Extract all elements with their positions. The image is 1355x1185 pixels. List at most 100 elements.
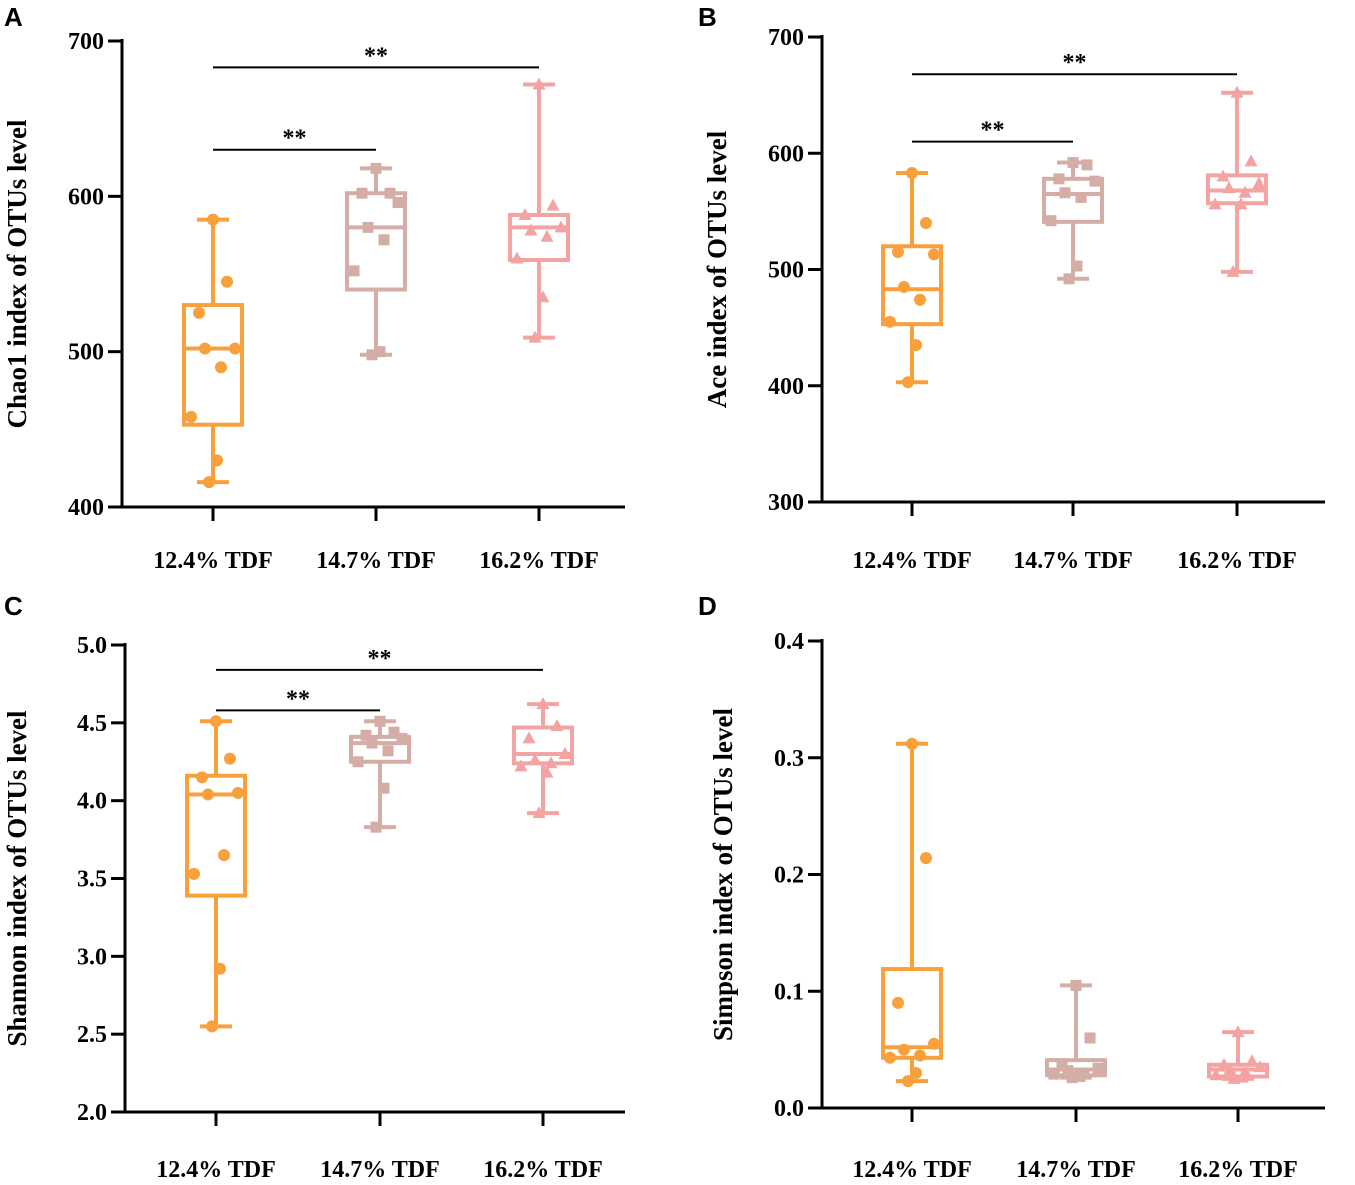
data-point <box>1056 1058 1068 1070</box>
data-point <box>1063 273 1075 285</box>
y-tick-label: 500 <box>68 340 104 366</box>
box-3 <box>508 77 570 343</box>
data-point <box>214 962 226 975</box>
y-tick-label: 3.5 <box>77 867 107 893</box>
data-point <box>388 726 400 738</box>
data-point <box>518 207 532 220</box>
data-point <box>1075 191 1087 203</box>
y-tick-label: 0.3 <box>774 746 804 772</box>
significance-label: ** <box>283 126 307 152</box>
iqr-box <box>185 773 247 898</box>
data-point <box>366 349 378 361</box>
significance-label: ** <box>981 118 1005 144</box>
box-3 <box>512 697 574 819</box>
data-point <box>1222 181 1236 194</box>
data-point <box>1092 1062 1104 1074</box>
data-point <box>348 265 360 277</box>
y-tick-label: 700 <box>68 29 104 55</box>
panel-d: D 0.0 0.1 0.2 0.3 0.4 12.4% TDF 14.7% TDF 16.2% … <box>698 591 1325 1183</box>
data-point <box>532 806 546 819</box>
box-1 <box>881 737 943 1088</box>
data-point <box>356 187 368 199</box>
iqr-box <box>349 734 411 764</box>
data-point <box>196 771 208 784</box>
box-2 <box>345 162 407 361</box>
box-1 <box>881 167 943 389</box>
box-1 <box>182 213 244 489</box>
y-tick-label: 400 <box>768 374 804 400</box>
data-point <box>1045 215 1057 227</box>
y-tick-label: 0.1 <box>774 979 804 1005</box>
data-point <box>1223 1062 1237 1075</box>
y-tick-label: 0.2 <box>774 863 804 889</box>
y-tick-label: 0.4 <box>774 629 804 655</box>
category-label: 14.7% TDF <box>316 548 436 574</box>
y-tick-label: 700 <box>768 25 804 51</box>
y-tick-label: 2.5 <box>77 1022 107 1048</box>
category-label: 12.4% TDF <box>153 548 273 574</box>
significance-label: ** <box>286 686 310 712</box>
iqr-box <box>1042 176 1104 224</box>
data-point <box>914 1049 926 1062</box>
data-point <box>1208 197 1222 210</box>
data-point <box>232 786 244 799</box>
data-point <box>1245 1054 1259 1067</box>
iqr-box <box>881 967 943 1060</box>
data-point <box>1227 1071 1241 1084</box>
data-point <box>514 759 528 772</box>
y-tick-label: 300 <box>768 490 804 516</box>
data-point <box>229 342 241 355</box>
data-point <box>1231 1025 1245 1038</box>
data-point <box>1066 1072 1078 1084</box>
data-point <box>206 1020 218 1033</box>
y-tick-label: 500 <box>768 258 804 284</box>
category-label: 16.2% TDF <box>483 1157 603 1183</box>
data-point <box>902 376 914 389</box>
data-point <box>522 731 536 744</box>
panel-letter: C <box>4 591 23 621</box>
y-tick-label: 5.0 <box>77 633 107 659</box>
panel-letter: A <box>4 2 23 32</box>
iqr-box <box>345 191 407 292</box>
panel-c: C 2.0 2.5 3.0 3.5 4.0 4.5 5.0 12.4% TDF 14.7% TDF… <box>2 591 625 1183</box>
significance-label: ** <box>368 646 392 672</box>
y-tick-label: 600 <box>768 141 804 167</box>
category-label: 12.4% TDF <box>852 1157 972 1183</box>
data-point <box>211 454 223 467</box>
data-point <box>1244 154 1258 167</box>
data-point <box>528 330 542 343</box>
data-point <box>360 729 372 741</box>
data-point <box>524 223 538 236</box>
data-point <box>392 197 404 209</box>
data-point <box>546 198 560 211</box>
data-point <box>1209 1068 1223 1081</box>
data-point <box>185 410 197 423</box>
category-label: 14.7% TDF <box>320 1157 440 1183</box>
data-point <box>1067 157 1079 169</box>
data-point <box>1216 169 1230 182</box>
data-point <box>1089 175 1101 187</box>
data-point <box>928 248 940 261</box>
data-point <box>352 756 364 768</box>
data-point <box>362 221 374 233</box>
box-2 <box>349 715 411 833</box>
y-axis-title: Chao1 index of OTUs level <box>2 119 32 429</box>
category-label: 12.4% TDF <box>156 1157 276 1183</box>
data-point <box>384 187 396 199</box>
y-tick-label: 4.0 <box>77 789 107 815</box>
significance-label: ** <box>364 43 388 69</box>
data-point <box>1071 260 1083 272</box>
y-axis-title: Ace index of OTUs level <box>702 130 732 408</box>
category-label: 12.4% TDF <box>852 548 972 574</box>
data-point <box>884 1051 896 1064</box>
data-point <box>1235 1070 1249 1083</box>
data-point <box>1070 979 1082 991</box>
box-3 <box>1207 1025 1269 1084</box>
data-point <box>902 1075 914 1088</box>
data-point <box>374 346 386 358</box>
data-point <box>207 213 219 226</box>
box-2 <box>1045 979 1107 1084</box>
data-point <box>906 737 918 750</box>
data-point <box>188 867 200 880</box>
data-point <box>898 280 910 293</box>
